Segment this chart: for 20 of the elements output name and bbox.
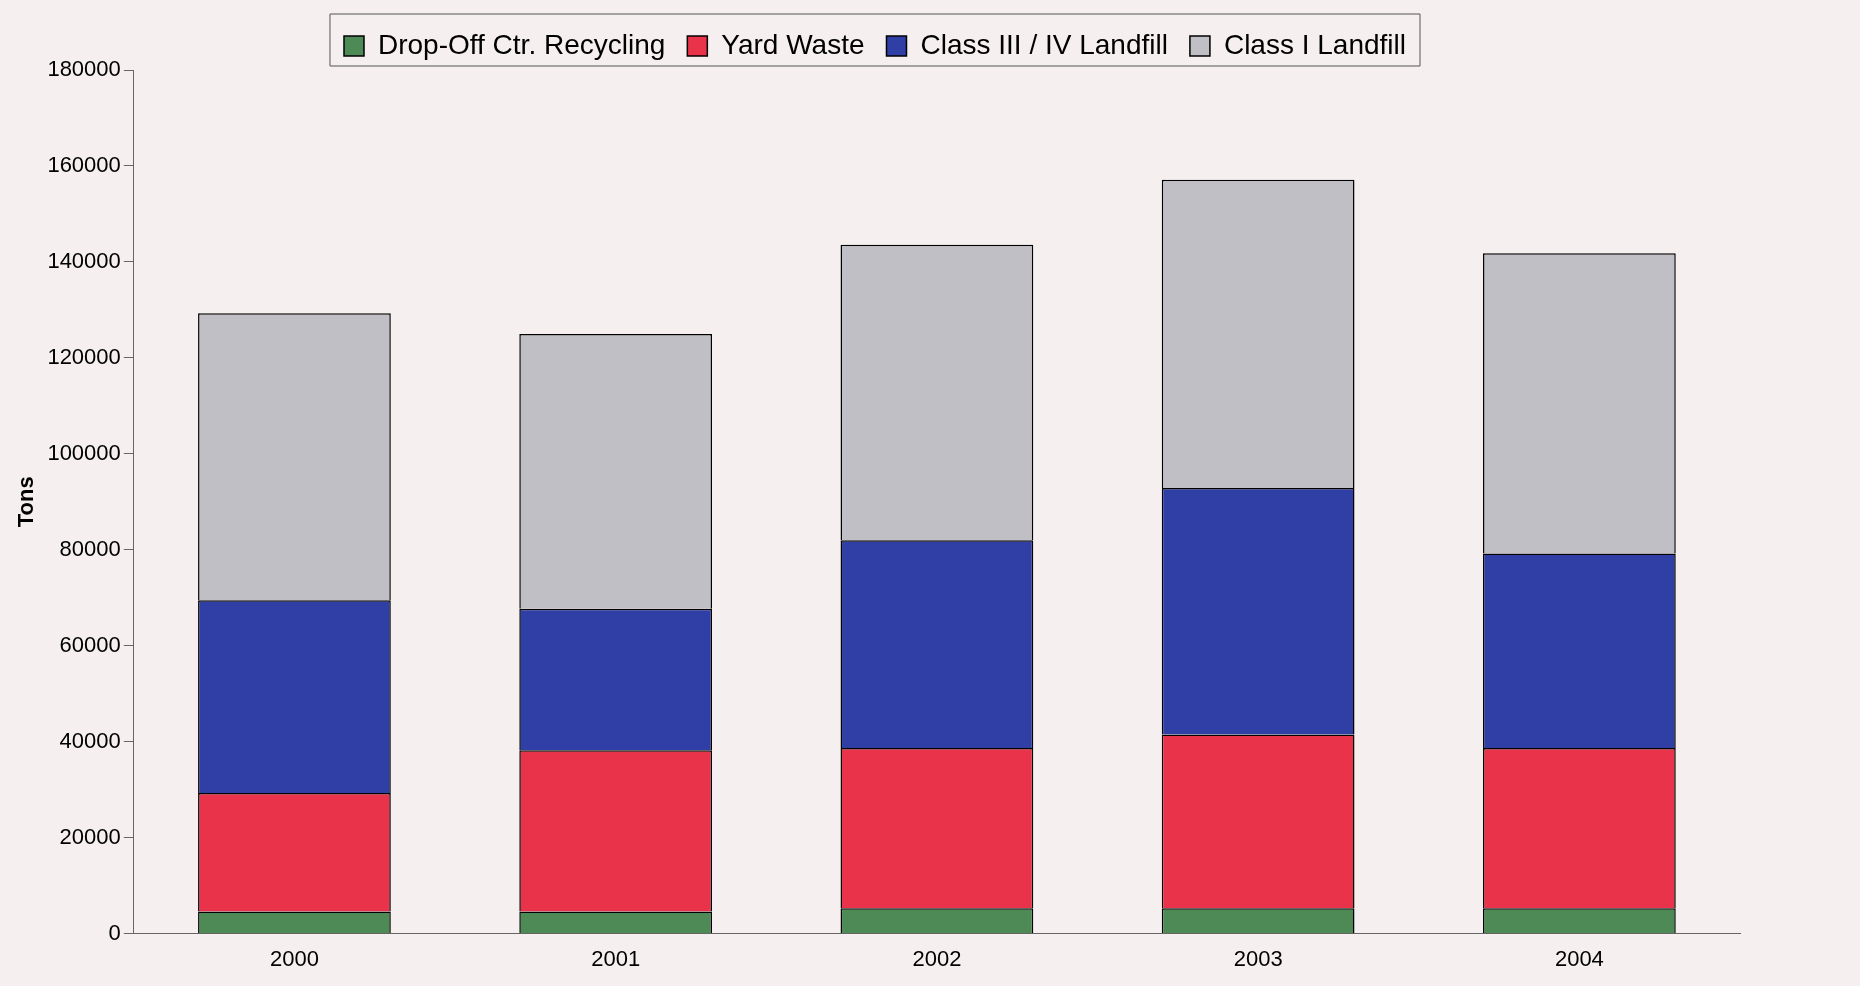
x-tick-label: 2004 xyxy=(1554,945,1604,971)
y-tick-label: 0 xyxy=(108,919,121,945)
y-tick-label: 160000 xyxy=(47,152,121,178)
y-tick-label: 60000 xyxy=(59,631,121,657)
y-axis-title: Tons xyxy=(13,476,39,528)
y-tick-label: 100000 xyxy=(47,439,121,465)
legend-label: Class I Landfill xyxy=(1223,28,1407,60)
x-tick-label: 2003 xyxy=(1233,945,1283,971)
x-tick-label: 2000 xyxy=(269,945,319,971)
y-tick-label: 40000 xyxy=(59,727,121,753)
legend-label: Drop-Off Ctr. Recycling xyxy=(377,28,666,60)
y-tick-label: 20000 xyxy=(59,823,121,849)
legend-label: Class III / IV Landfill xyxy=(920,28,1168,60)
y-tick-label: 120000 xyxy=(47,343,121,369)
legend-label: Yard Waste xyxy=(721,28,865,60)
y-tick-label: 80000 xyxy=(59,535,121,561)
y-tick-label: 140000 xyxy=(47,247,121,273)
x-tick-label: 2001 xyxy=(591,945,641,971)
y-tick-label: 180000 xyxy=(47,56,121,82)
x-tick-label: 2002 xyxy=(912,945,962,971)
